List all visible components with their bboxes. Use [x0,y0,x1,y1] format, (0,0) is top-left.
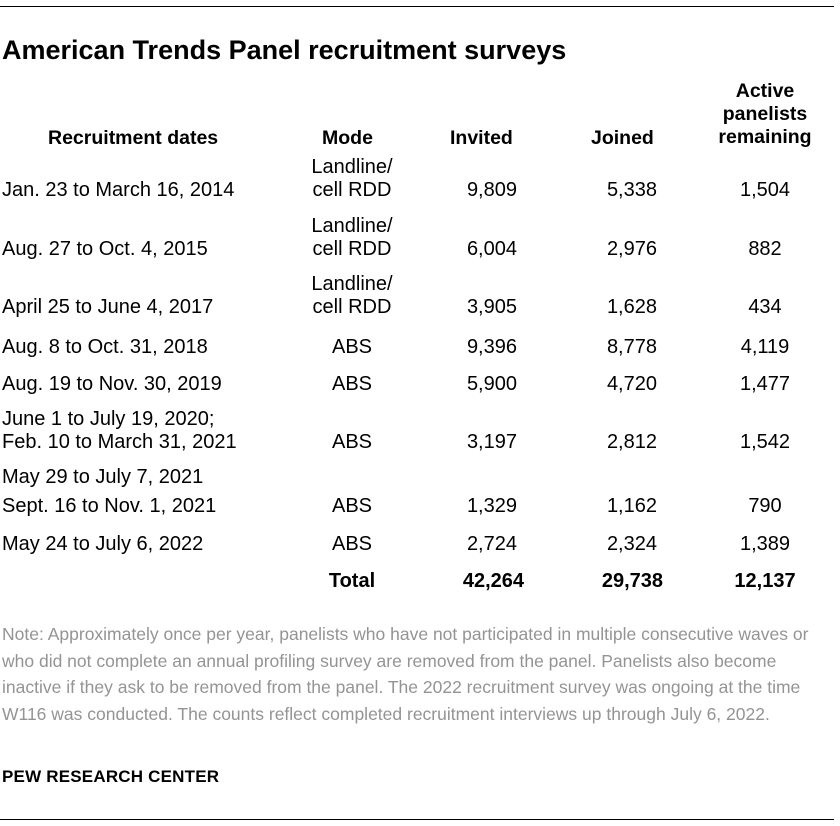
header-invited: Invited [450,127,513,149]
row-dates: May 24 to July 6, 2022 [2,533,204,555]
row-mode: ABS [331,533,373,555]
row-mode: ABS [331,373,373,395]
row-dates: Aug. 19 to Nov. 30, 2019 [2,373,222,395]
row-joined: 4,720 [606,373,657,395]
row-active: 1,542 [739,431,791,453]
row-active: 4,119 [740,336,790,358]
row-joined: 8,778 [606,336,657,358]
row-mode: ABS [331,336,373,358]
row-dates: Aug. 8 to Oct. 31, 2018 [2,336,208,358]
row-invited: 3,905 [466,296,517,318]
row-dates: May 29 to July 7, 2021 [2,466,204,488]
header-active-panelists: Active panelists remaining [718,80,812,148]
row-dates: Jan. 23 to March 16, 2014 [2,179,235,201]
total-active: 12,137 [734,570,796,592]
row-dates: Feb. 10 to March 31, 2021 [2,431,237,453]
row-invited: 6,004 [466,238,517,260]
row-mode: cell RDD [312,296,392,318]
row-joined: 1,628 [606,296,657,318]
header-recruitment-dates: Recruitment dates [48,127,219,149]
header-joined: Joined [591,127,654,149]
row-invited: 9,396 [466,336,517,358]
header-mode: Mode [322,127,373,149]
top-rule [0,6,834,7]
row-mode: Landline/ [311,273,393,295]
row-joined: 2,976 [606,238,657,260]
row-dates: April 25 to June 4, 2017 [2,296,214,318]
row-mode: ABS [331,495,373,517]
row-invited: 1,329 [466,495,517,517]
row-dates: Aug. 27 to Oct. 4, 2015 [2,238,208,260]
row-active: 1,477 [739,373,791,395]
row-invited: 5,900 [466,373,517,395]
row-dates: June 1 to July 19, 2020; [2,408,215,430]
row-active: 790 [748,495,782,517]
total-invited: 42,264 [462,570,524,592]
row-active: 1,504 [739,179,791,201]
row-active: 882 [748,238,782,260]
row-joined: 1,162 [606,495,657,517]
row-invited: 2,724 [466,533,517,555]
row-active: 1,389 [739,533,791,555]
source-label: PEW RESEARCH CENTER [2,767,220,786]
row-mode: cell RDD [312,179,392,201]
row-mode: ABS [331,431,373,453]
page-title: American Trends Panel recruitment survey… [2,35,567,65]
footnote: Note: Approximately once per year, panel… [2,624,809,724]
row-joined: 2,812 [606,431,657,453]
row-mode: Landline/ [311,215,393,237]
total-label: Total [328,570,376,592]
row-mode: cell RDD [312,238,392,260]
bottom-rule [0,819,834,820]
row-joined: 5,338 [606,179,657,201]
row-invited: 3,197 [466,431,517,453]
row-active: 434 [748,296,782,318]
row-joined: 2,324 [606,533,657,555]
row-mode: Landline/ [311,156,393,178]
total-joined: 29,738 [601,570,663,592]
row-dates: Sept. 16 to Nov. 1, 2021 [2,495,217,517]
row-invited: 9,809 [466,179,517,201]
